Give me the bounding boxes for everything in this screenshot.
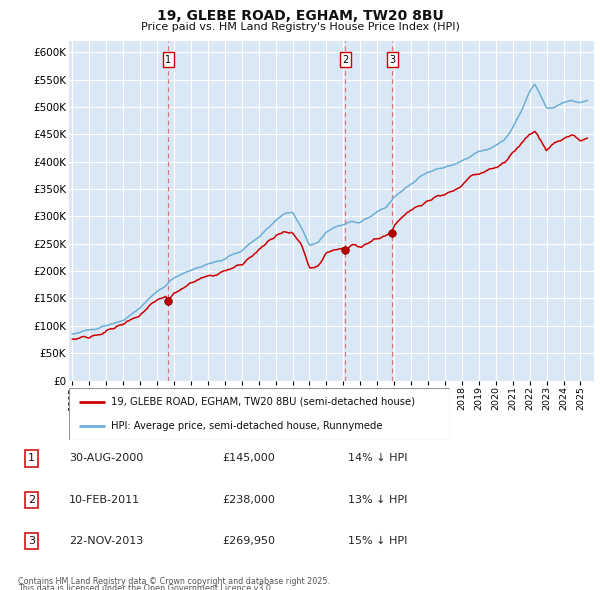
Text: 3: 3 [28,536,35,546]
Text: £269,950: £269,950 [222,536,275,546]
Text: 2: 2 [28,495,35,504]
FancyBboxPatch shape [69,388,450,440]
Text: Contains HM Land Registry data © Crown copyright and database right 2025.: Contains HM Land Registry data © Crown c… [18,577,330,586]
Text: 13% ↓ HPI: 13% ↓ HPI [348,495,407,504]
Text: 30-AUG-2000: 30-AUG-2000 [69,454,143,463]
Text: This data is licensed under the Open Government Licence v3.0.: This data is licensed under the Open Gov… [18,584,274,590]
Text: 22-NOV-2013: 22-NOV-2013 [69,536,143,546]
Text: HPI: Average price, semi-detached house, Runnymede: HPI: Average price, semi-detached house,… [111,421,382,431]
Text: 19, GLEBE ROAD, EGHAM, TW20 8BU (semi-detached house): 19, GLEBE ROAD, EGHAM, TW20 8BU (semi-de… [111,396,415,407]
Text: 14% ↓ HPI: 14% ↓ HPI [348,454,407,463]
Text: 3: 3 [389,55,395,65]
Text: 15% ↓ HPI: 15% ↓ HPI [348,536,407,546]
Text: 10-FEB-2011: 10-FEB-2011 [69,495,140,504]
Text: 2: 2 [342,55,349,65]
Text: £238,000: £238,000 [222,495,275,504]
Text: 19, GLEBE ROAD, EGHAM, TW20 8BU: 19, GLEBE ROAD, EGHAM, TW20 8BU [157,9,443,23]
Text: 1: 1 [165,55,172,65]
Text: Price paid vs. HM Land Registry's House Price Index (HPI): Price paid vs. HM Land Registry's House … [140,22,460,32]
Text: 1: 1 [28,454,35,463]
Text: £145,000: £145,000 [222,454,275,463]
